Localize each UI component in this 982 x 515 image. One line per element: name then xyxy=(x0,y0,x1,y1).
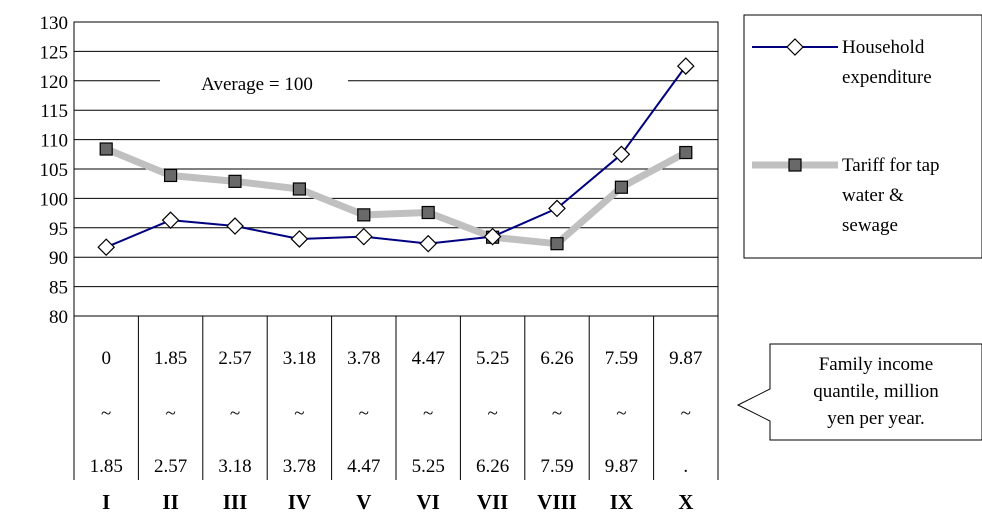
data-point xyxy=(483,227,502,246)
data-point xyxy=(679,145,693,160)
series-0 xyxy=(97,57,695,257)
income-range-low: 3.18 xyxy=(283,348,316,369)
x-tick-label: I xyxy=(102,490,110,514)
x-tick-label: III xyxy=(223,490,248,514)
income-range-high: 3.78 xyxy=(283,456,316,477)
callout-text: yen per year. xyxy=(827,408,925,429)
data-point xyxy=(292,182,306,196)
data-point xyxy=(228,174,242,188)
x-tick-label: VIII xyxy=(537,490,577,514)
data-point xyxy=(226,217,244,235)
data-point xyxy=(97,238,116,257)
y-tick-label: 80 xyxy=(49,307,68,328)
data-point xyxy=(357,208,371,222)
data-point xyxy=(676,57,695,75)
x-tick-label: VI xyxy=(417,490,440,514)
data-point xyxy=(421,205,435,220)
data-point xyxy=(419,234,438,253)
legend-label: Household xyxy=(842,37,925,58)
income-range-low: 9.87 xyxy=(669,348,702,369)
income-range-low: 6.26 xyxy=(540,348,573,369)
legend-label: sewage xyxy=(842,215,898,236)
data-point xyxy=(614,180,629,194)
income-range-separator: ~ xyxy=(487,403,497,424)
data-point xyxy=(548,199,566,218)
income-range-separator: ~ xyxy=(101,403,111,424)
x-tick-label: II xyxy=(162,490,178,514)
y-tick-label: 85 xyxy=(49,278,68,299)
income-range-low: 1.85 xyxy=(154,348,187,369)
income-range-separator: ~ xyxy=(165,403,175,424)
income-range-separator: ~ xyxy=(423,403,433,424)
data-point xyxy=(99,142,113,156)
income-range-low: 5.25 xyxy=(476,348,509,369)
y-tick-label: 115 xyxy=(40,101,68,122)
average-annotation-group: Average = 100 xyxy=(160,68,348,98)
data-point xyxy=(161,211,180,230)
data-point xyxy=(354,227,373,246)
callout-box xyxy=(736,343,982,441)
y-tick-label: 110 xyxy=(40,131,68,152)
series-1 xyxy=(99,142,693,251)
callout-text: quantile, million xyxy=(813,381,939,402)
income-range-high: 5.25 xyxy=(412,456,445,477)
income-range-low: 7.59 xyxy=(605,348,638,369)
income-range-high: . xyxy=(683,456,688,477)
series-line xyxy=(104,145,688,248)
income-range-separator: ~ xyxy=(294,403,304,424)
income-range-high: 3.18 xyxy=(218,456,251,477)
income-range-separator: ~ xyxy=(230,403,240,424)
legend-box xyxy=(743,14,982,259)
average-annotation-background xyxy=(160,68,348,98)
series-line xyxy=(105,65,687,249)
y-axis-ticks: 130 125 120 115 110 105 100 95 90 85 80 xyxy=(40,13,69,328)
data-point xyxy=(164,168,178,183)
data-point xyxy=(550,237,564,251)
x-tick-label: X xyxy=(678,490,693,514)
income-range-separator: ~ xyxy=(681,403,691,424)
data-point xyxy=(290,230,309,248)
income-range-separator: ~ xyxy=(359,403,369,424)
income-table: 0 ~1.85 I 1.85 ~2.57 II 2.57 ~3.18 III 3.18 ~3.78 I… xyxy=(73,316,719,514)
legend-label: Tariff for tap xyxy=(842,155,940,176)
x-tick-label: VII xyxy=(477,490,509,514)
data-point xyxy=(612,145,631,164)
y-tick-label: 125 xyxy=(40,42,69,63)
income-range-separator: ~ xyxy=(616,403,626,424)
y-tick-label: 105 xyxy=(40,160,69,181)
legend-marker xyxy=(788,158,802,172)
y-tick-label: 120 xyxy=(40,72,69,93)
legend-label: water & xyxy=(842,185,904,206)
income-range-high: 1.85 xyxy=(90,456,123,477)
legend-marker xyxy=(786,38,804,56)
income-range-low: 2.57 xyxy=(218,348,251,369)
income-range-low: 4.47 xyxy=(412,348,445,369)
y-tick-label: 90 xyxy=(49,248,68,269)
average-annotation: Average = 100 xyxy=(201,74,313,95)
legend: Household expenditure Tariff for tap water … xyxy=(743,14,982,259)
income-range-high: 2.57 xyxy=(154,456,187,477)
callout: Family income quantile, million yen per ye… xyxy=(736,343,982,441)
x-tick-label: IX xyxy=(610,490,633,514)
y-tick-label: 95 xyxy=(49,219,68,240)
series-group xyxy=(97,57,695,257)
income-range-high: 7.59 xyxy=(540,456,573,477)
income-range-separator: ~ xyxy=(552,403,562,424)
income-range-high: 4.47 xyxy=(347,456,380,477)
y-tick-label: 100 xyxy=(40,189,69,210)
x-tick-label: V xyxy=(356,490,371,514)
income-range-low: 0 xyxy=(101,348,111,369)
income-range-high: 9.87 xyxy=(605,456,638,477)
income-range-high: 6.26 xyxy=(476,456,509,477)
income-range-low: 3.78 xyxy=(347,348,380,369)
callout-text: Family income xyxy=(819,354,934,375)
y-tick-label: 130 xyxy=(40,13,69,34)
legend-label: expenditure xyxy=(842,67,932,88)
x-tick-label: IV xyxy=(288,490,311,514)
